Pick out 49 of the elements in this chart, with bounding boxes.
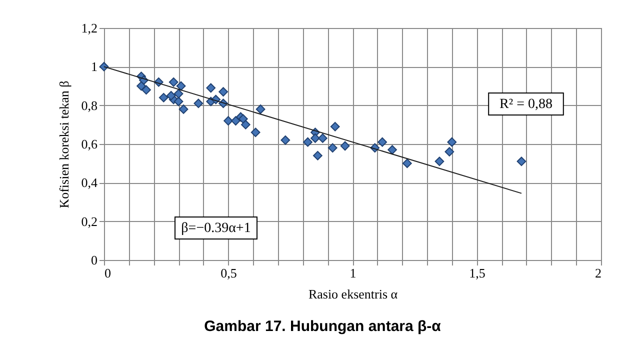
y-tick-label: 0,2 <box>81 214 98 229</box>
y-axis-title: Kofisien koreksi tekan β <box>56 80 72 208</box>
point <box>310 134 320 143</box>
x-tick-label: 0 <box>104 266 111 280</box>
point <box>178 104 188 114</box>
point <box>318 134 328 143</box>
point <box>434 156 444 166</box>
point <box>388 145 397 154</box>
annotation: R² = 0,88 <box>500 97 552 112</box>
y-tick-label: 0 <box>91 252 98 268</box>
point <box>168 77 178 87</box>
point <box>313 150 322 160</box>
point <box>158 92 168 102</box>
text: Gambar 17. Hubungan antara β-α <box>204 318 442 335</box>
point <box>447 137 457 147</box>
y-tick-label: 1,2 <box>81 20 98 36</box>
point <box>256 104 266 114</box>
point <box>402 158 412 168</box>
point <box>340 141 350 151</box>
y-tick-label: 0,8 <box>81 98 98 113</box>
point <box>378 137 388 147</box>
point <box>174 96 184 106</box>
point <box>206 83 216 93</box>
point <box>516 156 526 166</box>
x-axis-title: Rasio eksentris α <box>308 286 398 302</box>
point <box>166 90 176 100</box>
point <box>444 147 454 156</box>
point <box>250 128 260 138</box>
point <box>280 135 290 145</box>
x-tick-label: 1 <box>350 266 356 280</box>
point <box>240 120 250 130</box>
point <box>174 89 184 98</box>
point <box>330 122 340 132</box>
point <box>224 116 233 126</box>
y-tick-label: 0,4 <box>81 175 98 190</box>
y-tick-label: 0,6 <box>81 136 98 152</box>
point <box>176 81 186 91</box>
annotation: β=−0.39α+1 <box>181 221 251 236</box>
point <box>136 81 146 91</box>
point <box>218 87 228 96</box>
x-tick-label: 1,5 <box>469 266 486 280</box>
point <box>194 98 204 108</box>
x-tick-label: 2 <box>595 266 602 280</box>
y-tick-label: 1 <box>91 59 98 74</box>
point <box>142 85 151 95</box>
x-tick-label: 0,5 <box>220 266 237 280</box>
point <box>303 137 312 147</box>
point <box>238 114 248 124</box>
point <box>328 143 338 153</box>
